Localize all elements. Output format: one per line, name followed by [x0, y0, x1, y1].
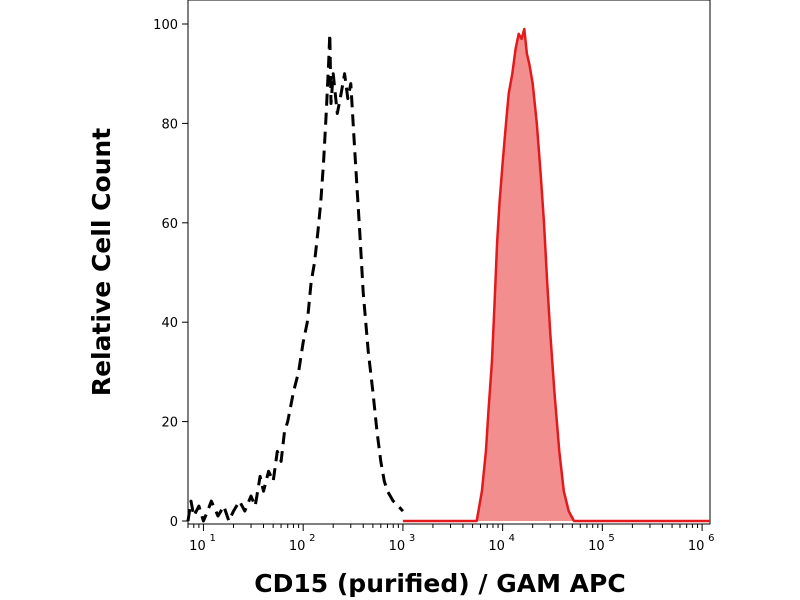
series-1-outline: [402, 27, 710, 523]
series-0-line: [186, 32, 405, 523]
x-tick-exponent-2: 3: [409, 533, 415, 544]
y-tick-label-0: 0: [170, 515, 178, 530]
y-tick-label-2: 40: [161, 316, 178, 331]
plot-frame: [187, 0, 711, 525]
x-tick-exponent-5: 6: [708, 533, 714, 544]
x-tick-exponent-3: 4: [509, 533, 515, 544]
x-tick-label-1: 10: [289, 539, 306, 554]
x-tick-exponent-0: 1: [209, 533, 215, 544]
x-tick-exponent-1: 2: [309, 533, 315, 544]
x-tick-label-5: 10: [688, 539, 705, 554]
x-tick-label-2: 10: [389, 539, 406, 554]
y-tick-label-4: 80: [161, 117, 178, 132]
x-tick-label-4: 10: [588, 539, 605, 554]
x-tick-exponent-4: 5: [608, 533, 614, 544]
y-tick-label-3: 60: [161, 217, 178, 232]
y-tick-label-1: 20: [161, 416, 178, 431]
y-axis-title: Relative Cell Count: [87, 128, 116, 396]
x-tick-label-3: 10: [488, 539, 505, 554]
y-tick-label-5: 100: [153, 18, 178, 33]
x-axis-title: CD15 (purified) / GAM APC: [254, 569, 625, 598]
y-axis: 0 20 40 60 80 100: [153, 18, 188, 530]
series-1-fill: [402, 29, 710, 521]
series-layer: [186, 27, 710, 523]
x-tick-label-0: 10: [189, 539, 206, 554]
